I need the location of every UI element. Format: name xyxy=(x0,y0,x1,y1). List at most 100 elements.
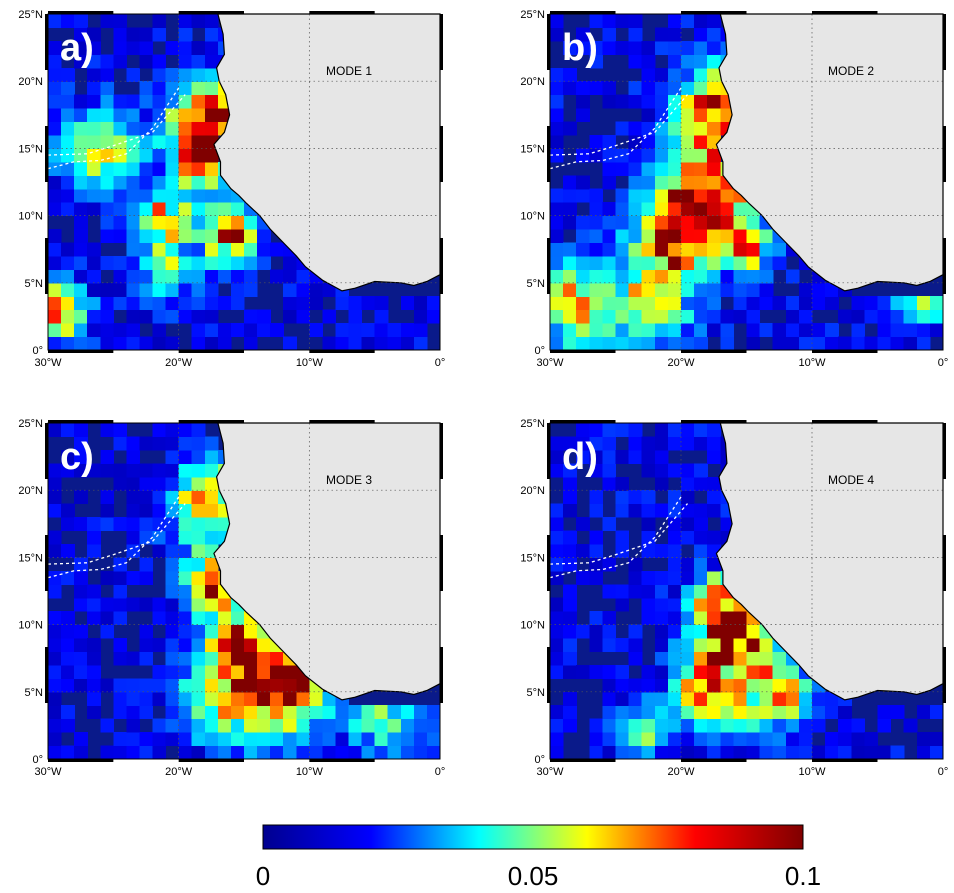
heatmap-cell xyxy=(336,719,350,733)
heatmap-cell xyxy=(773,256,787,270)
heatmap-cell xyxy=(642,598,656,612)
heatmap-cell xyxy=(179,557,193,571)
heatmap-cell xyxy=(126,41,140,55)
frame-segment xyxy=(179,420,244,423)
heatmap-cell xyxy=(576,269,590,283)
heatmap-cell xyxy=(362,337,376,351)
heatmap-cell xyxy=(694,202,708,216)
heatmap-cell xyxy=(153,638,167,652)
x-tick-label: 10°W xyxy=(296,766,324,778)
heatmap-cell xyxy=(589,148,603,162)
heatmap-cell xyxy=(87,611,101,625)
heatmap-cell xyxy=(589,296,603,310)
heatmap-cell xyxy=(694,283,708,297)
heatmap-cell xyxy=(388,719,402,733)
heatmap-cell xyxy=(642,504,656,518)
heatmap-cell xyxy=(773,665,787,679)
heatmap-cell xyxy=(694,41,708,55)
heatmap-cell xyxy=(192,598,206,612)
heatmap-cell xyxy=(681,746,695,760)
heatmap-cell xyxy=(629,557,643,571)
heatmap-cell xyxy=(694,598,708,612)
heatmap-cell xyxy=(61,256,75,270)
heatmap-cell xyxy=(616,14,630,28)
heatmap-cell xyxy=(244,256,258,270)
heatmap-cell xyxy=(205,175,219,189)
heatmap-cell xyxy=(87,296,101,310)
heatmap-cell xyxy=(773,337,787,351)
heatmap-cell xyxy=(694,517,708,531)
heatmap-cell xyxy=(166,41,180,55)
heatmap-cell xyxy=(87,135,101,149)
heatmap-cell xyxy=(747,296,761,310)
heatmap-cell xyxy=(629,337,643,351)
heatmap-cell xyxy=(218,243,232,257)
heatmap-cell xyxy=(113,54,127,68)
heatmap-cell xyxy=(244,216,258,230)
heatmap-cell xyxy=(589,269,603,283)
heatmap-cell xyxy=(192,732,206,746)
heatmap-cell xyxy=(192,665,206,679)
heatmap-cell xyxy=(166,652,180,666)
heatmap-cell xyxy=(563,81,577,95)
heatmap-cell xyxy=(153,490,167,504)
heatmap-cell xyxy=(74,625,88,639)
heatmap-cell xyxy=(655,732,669,746)
frame-segment xyxy=(943,423,946,479)
heatmap-cell xyxy=(668,95,682,109)
heatmap-cell xyxy=(642,517,656,531)
heatmap-cell xyxy=(244,665,258,679)
heatmap-cell xyxy=(74,665,88,679)
heatmap-cell xyxy=(602,423,616,437)
heatmap-cell xyxy=(113,323,127,337)
heatmap-cell xyxy=(694,162,708,176)
heatmap-cell xyxy=(602,229,616,243)
heatmap-cell xyxy=(100,337,114,351)
heatmap-cell xyxy=(48,504,62,518)
y-tick-label: 0° xyxy=(534,754,545,766)
heatmap-cell xyxy=(917,705,931,719)
heatmap-cell xyxy=(629,310,643,324)
heatmap-cell xyxy=(747,692,761,706)
heatmap-cell xyxy=(87,256,101,270)
frame-segment xyxy=(812,11,878,14)
heatmap-cell xyxy=(205,54,219,68)
heatmap-cell xyxy=(655,27,669,41)
heatmap-cell xyxy=(283,678,297,692)
heatmap-cell xyxy=(642,584,656,598)
heatmap-cell xyxy=(694,652,708,666)
heatmap-cell xyxy=(616,531,630,545)
heatmap-cell xyxy=(126,477,140,491)
heatmap-cell xyxy=(349,296,363,310)
heatmap-cell xyxy=(362,323,376,337)
heatmap-cell xyxy=(166,705,180,719)
heatmap-cell xyxy=(707,202,721,216)
heatmap-cell xyxy=(100,463,114,477)
heatmap-cell xyxy=(747,229,761,243)
heatmap-cell xyxy=(205,746,219,760)
x-tick-label: 20°W xyxy=(165,766,193,778)
heatmap-cell xyxy=(283,269,297,283)
heatmap-cell xyxy=(61,611,75,625)
heatmap-cell xyxy=(668,283,682,297)
heatmap-cell xyxy=(655,678,669,692)
frame-segment xyxy=(45,647,48,703)
heatmap-cell xyxy=(126,68,140,82)
heatmap-cell xyxy=(655,296,669,310)
y-tick-label: 5°N xyxy=(527,687,546,699)
heatmap-cell xyxy=(707,269,721,283)
heatmap-cell xyxy=(283,283,297,297)
heatmap-cell xyxy=(113,337,127,351)
heatmap-cell xyxy=(629,571,643,585)
heatmap-cell xyxy=(192,122,206,136)
heatmap-cell xyxy=(747,269,761,283)
heatmap-cell xyxy=(707,243,721,257)
heatmap-cell xyxy=(681,477,695,491)
heatmap-cell xyxy=(733,652,747,666)
heatmap-cell xyxy=(629,229,643,243)
heatmap-cell xyxy=(113,463,127,477)
heatmap-cell xyxy=(153,148,167,162)
heatmap-cell xyxy=(655,310,669,324)
heatmap-cell xyxy=(629,625,643,639)
heatmap-cell xyxy=(140,337,154,351)
